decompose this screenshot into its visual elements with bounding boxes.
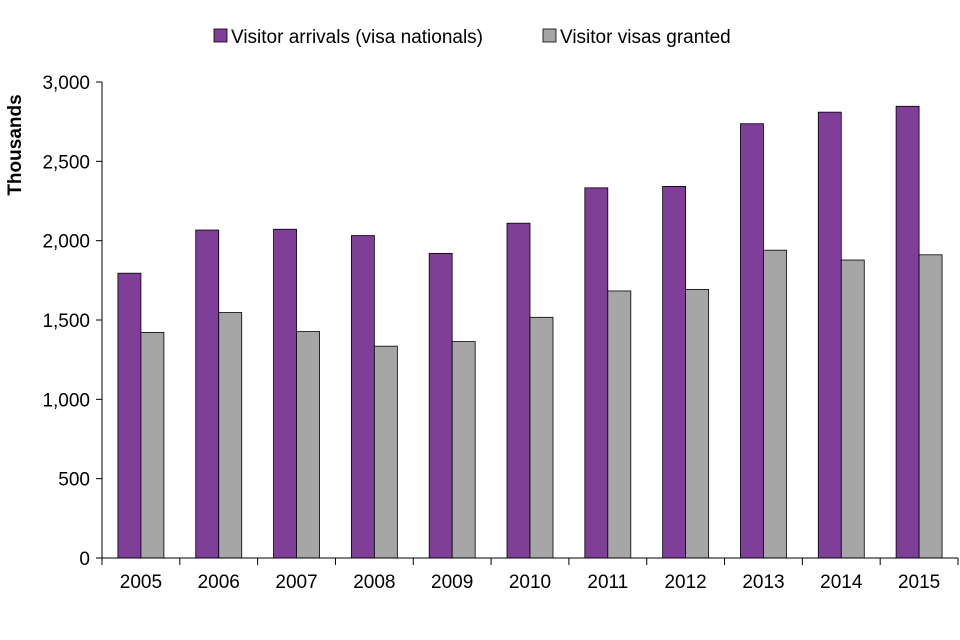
legend-label-visitor-visas: Visitor visas granted [560,27,731,48]
bar-visitor-arrivals-2012 [662,186,687,559]
bar-visitor-visas-2012 [685,288,710,559]
y-tick-label: 1,500 [42,311,90,332]
bar-visitor-visas-2014 [840,259,865,559]
bar-visitor-arrivals-2015 [895,105,920,559]
legend-label-visitor-arrivals: Visitor arrivals (visa nationals) [231,27,483,48]
bar-visitor-arrivals-2014 [817,111,842,559]
bar-visitor-visas-2011 [607,290,632,559]
x-axis-labels: 2005 2006 2007 2008 2009 2010 2011 2012 2013 2014… [120,572,940,593]
x-tick-label: 2006 [198,572,240,593]
axes [101,82,959,565]
bars [117,105,943,559]
y-axis-title: Thousands [5,94,26,195]
x-tick-label: 2013 [742,572,784,593]
bar-visitor-visas-2008 [373,345,398,559]
x-tick-label: 2015 [898,572,940,593]
y-tick-label: 1,000 [42,390,90,411]
legend-swatch-visitor-visas [542,28,557,43]
y-tick-label: 2,000 [42,232,90,253]
y-tick-label: 500 [58,470,90,491]
x-tick-label: 2014 [820,572,863,593]
bar-visitor-arrivals-2009 [428,252,453,559]
bar-visitor-arrivals-2010 [506,222,531,559]
y-tick-label: 2,500 [42,152,90,173]
bar-visitor-arrivals-2005 [117,272,142,559]
bar-visitor-visas-2007 [296,331,320,559]
bar-visitor-visas-2013 [763,249,787,559]
bar-visitor-visas-2006 [218,312,243,559]
x-tick-label: 2007 [275,572,317,593]
bar-visitor-arrivals-2011 [584,187,609,559]
bar-visitor-visas-2005 [140,331,165,559]
bar-visitor-arrivals-2007 [273,228,297,559]
legend-swatch-visitor-arrivals [213,28,228,43]
x-tick-label: 2010 [509,572,551,593]
y-tick-label: 3,000 [42,73,90,94]
bar-visitor-arrivals-2008 [350,235,375,559]
bar-visitor-visas-2009 [451,341,476,559]
x-tick-label: 2008 [353,572,395,593]
bar-visitor-visas-2010 [529,316,554,559]
bar-visitor-visas-2015 [918,254,943,559]
y-tick-label: 0 [79,549,90,570]
x-tick-label: 2005 [120,572,162,593]
bar-visitor-arrivals-2006 [195,229,220,559]
x-tick-label: 2011 [587,572,628,593]
x-tick-label: 2009 [431,572,473,593]
bar-visitor-arrivals-2013 [740,123,764,559]
x-tick-label: 2012 [664,572,706,593]
legend: Visitor arrivals (visa nationals) Visito… [213,27,731,48]
y-axis-ticks: 0 500 1,000 1,500 2,000 2,500 3,000 [42,73,102,570]
